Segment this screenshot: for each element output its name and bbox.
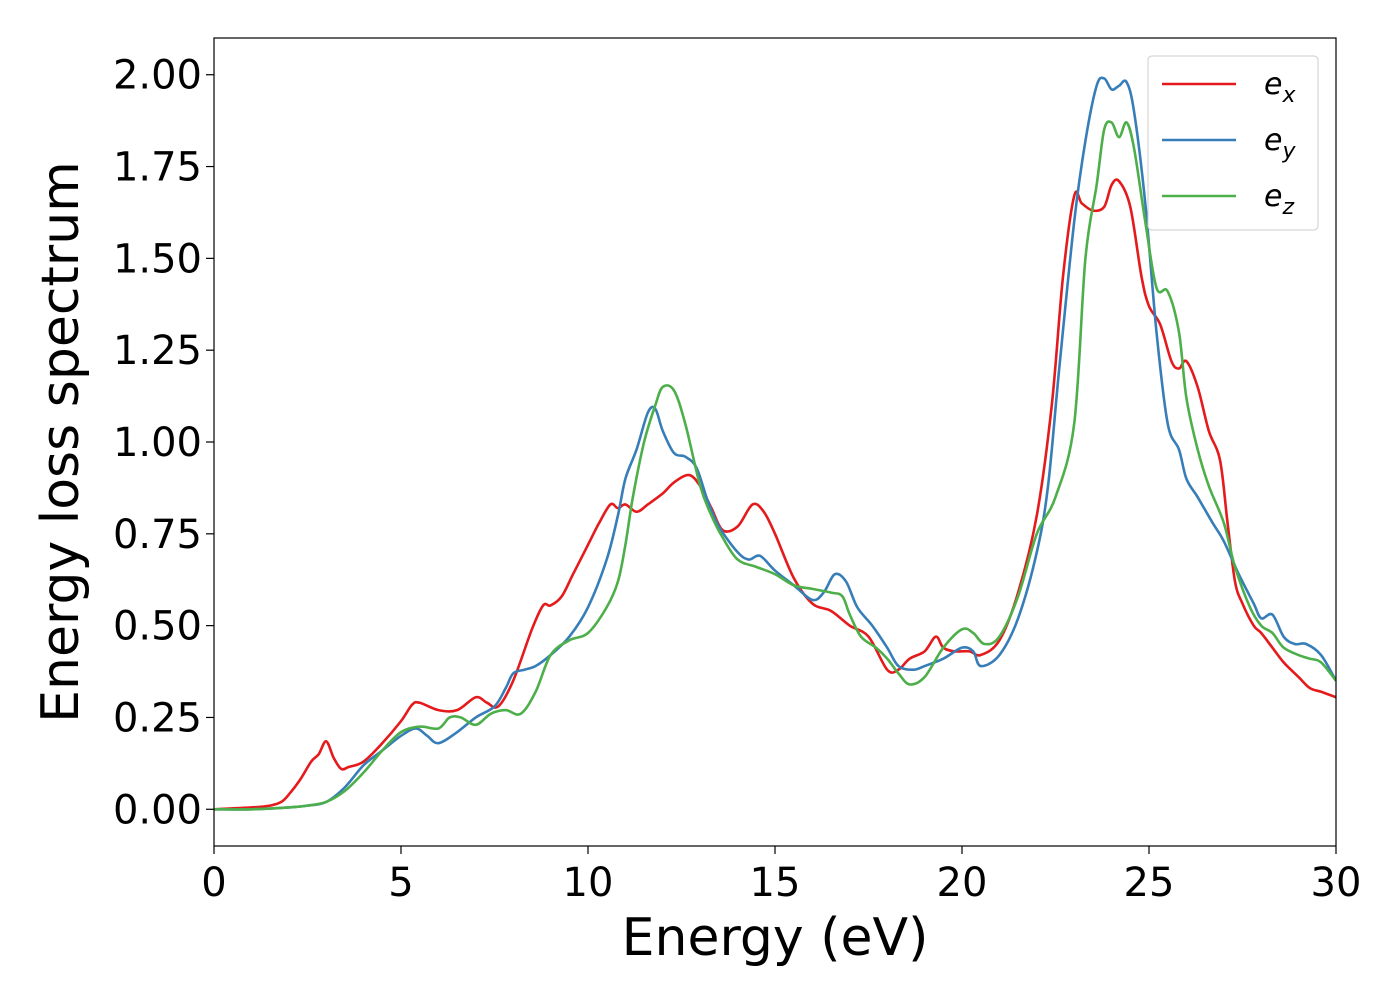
x-tick-label: 25 [1124,860,1175,906]
x-tick-label: 20 [937,860,988,906]
y-tick-label: 0.00 [113,787,202,833]
x-tick-label: 30 [1311,860,1362,906]
y-tick-label: 0.25 [113,695,202,741]
x-tick-label: 15 [750,860,801,906]
x-tick-label: 0 [201,860,226,906]
x-tick-label: 10 [563,860,614,906]
x-axis-label: Energy (eV) [622,908,929,968]
x-tick-label: 5 [388,860,413,906]
y-tick-label: 1.50 [113,236,202,282]
series-line-e-y [214,76,1336,811]
y-tick-label: 1.00 [113,420,202,466]
y-tick-label: 0.75 [113,512,202,558]
series-line-e-z [214,120,1336,811]
x-axis-ticks: 0 5 10 15 20 25 30 [201,846,1361,906]
y-tick-label: 1.25 [113,328,202,374]
series-lines [214,76,1336,811]
y-tick-label: 2.00 [113,53,202,99]
legend-box [1147,55,1319,231]
y-tick-label: 0.50 [113,604,202,650]
y-axis-ticks: 0.00 0.25 0.50 0.75 1.00 1.25 1.50 1.75 2.00 [113,53,214,833]
y-tick-label: 1.75 [113,145,202,191]
series-line-e-x [214,178,1336,811]
y-axis-label: Energy loss spectrum [31,161,91,723]
